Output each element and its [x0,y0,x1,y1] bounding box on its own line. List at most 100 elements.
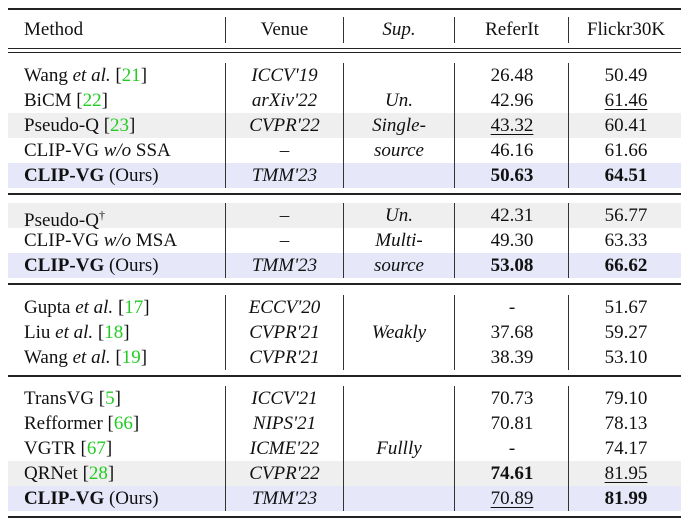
citation-link[interactable]: 17 [124,297,144,318]
flickr-value: 61.66 [604,140,648,161]
flickr-cell: 60.41 [572,113,680,138]
method-cell: Pseudo-Q† [24,203,105,231]
header-flickr: Flickr30K [586,19,666,40]
citation-link[interactable]: 5 [105,388,115,409]
venue-cell: ECCV'20 [248,297,321,318]
method-cell: CLIP-VG w/o SSA [24,138,171,163]
referit-value: 46.16 [490,140,534,161]
method-cell: BiCM [22] [24,90,108,111]
column-separator [454,295,455,370]
top-rule [8,8,681,10]
method-name: Refformer [24,413,103,434]
flickr-cell: 56.77 [572,203,680,228]
referit-value: 50.63 [490,165,534,186]
table-row: TransVG [5] ICCV'21 70.73 79.10 [8,386,681,411]
header-sup: Sup. [382,19,416,40]
referit-value: 43.32 [490,115,534,136]
header-separator [343,17,344,43]
flickr-value: 56.77 [604,205,648,226]
venue-cell: CVPR'21 [249,322,320,343]
table-row: CLIP-VG (Ours) TMM'23 70.89 81.99 [8,486,681,511]
column-separator [225,295,226,370]
citation-link[interactable]: 18 [104,322,124,343]
method-name: Wang [24,65,68,86]
venue-cell: NIPS'21 [252,413,317,434]
flickr-value: 50.49 [604,65,648,86]
column-separator [454,63,455,188]
method-cell: Pseudo-Q [23] [24,115,136,136]
flickr-cell: 79.10 [572,386,680,411]
supervision-label: Multi- [375,230,423,251]
method-name: Liu [24,322,51,343]
referit-cell: - [457,436,567,461]
dagger-mark: † [98,208,105,222]
referit-value: - [508,438,516,459]
referit-value: 42.96 [490,90,534,111]
flickr-cell: 81.99 [572,486,680,511]
citation-link[interactable]: 21 [121,65,141,86]
method-italic: et al. [72,65,111,86]
method-name: QRNet [24,463,78,484]
column-separator [225,386,226,511]
method-suffix: SSA [135,140,171,161]
table-row: VGTR [67] ICME'22 - 74.17 [8,436,681,461]
method-cell: Gupta et al. [17] [24,297,150,318]
citation-link[interactable]: 19 [121,347,141,368]
flickr-cell: 61.46 [572,88,680,113]
column-separator [568,386,569,511]
referit-cell: 42.31 [457,203,567,228]
method-name: CLIP-VG [24,255,105,276]
supervision-label: Fullly [376,438,422,459]
table-row: CLIP-VG w/o SSA – 46.16 61.66 [8,138,681,163]
venue-cell: CVPR'21 [249,347,320,368]
method-name: TransVG [24,388,95,409]
referit-value: 70.81 [490,413,534,434]
referit-cell: 50.63 [457,163,567,188]
citation-link[interactable]: 67 [86,438,106,459]
flickr-value: 53.10 [604,347,648,368]
citation-link[interactable]: 28 [88,463,108,484]
referit-value: 74.61 [490,463,534,484]
venue-cell: – [279,205,290,226]
method-cell: Wang et al. [21] [24,65,148,86]
header-separator [454,17,455,43]
referit-cell: 70.81 [457,411,567,436]
supervision-label: Un. [385,205,413,226]
method-cell: CLIP-VG (Ours) [24,486,159,511]
column-separator [343,295,344,370]
method-name: BiCM [24,90,72,111]
supervision-label: source [374,140,424,161]
flickr-value: 66.62 [604,255,648,276]
method-name: CLIP-VG [24,230,99,251]
referit-cell: 43.32 [457,113,567,138]
referit-cell: 26.48 [457,63,567,88]
referit-value: 38.39 [490,347,534,368]
venue-cell: ICME'22 [249,438,320,459]
citation-link[interactable]: 66 [113,413,133,434]
method-cell: QRNet [28] [24,463,115,484]
method-suffix: (Ours) [108,255,159,276]
column-separator [225,63,226,188]
group-rule [8,283,681,285]
flickr-value: 63.33 [604,230,648,251]
column-separator [454,386,455,511]
method-name: CLIP-VG [24,140,99,161]
supervision-label: source [374,255,424,276]
method-name: Wang [24,347,68,368]
citation-link[interactable]: 22 [82,90,102,111]
supervision-label: Un. [385,90,413,111]
citation-link[interactable]: 23 [110,115,130,136]
flickr-cell: 66.62 [572,253,680,278]
referit-cell: 74.61 [457,461,567,486]
method-cell: CLIP-VG w/o MSA [24,228,177,253]
flickr-value: 51.67 [604,297,648,318]
method-name: CLIP-VG [24,165,105,186]
column-separator [568,63,569,188]
table-row: Liu et al. [18] CVPR'21 37.68 59.27 [8,320,681,345]
table-row: QRNet [28] CVPR'22 74.61 81.95 [8,461,681,486]
referit-value: - [508,297,516,318]
method-cell: CLIP-VG (Ours) [24,163,159,188]
venue-cell: ICCV'19 [251,65,318,86]
flickr-cell: 64.51 [572,163,680,188]
flickr-cell: 61.66 [572,138,680,163]
